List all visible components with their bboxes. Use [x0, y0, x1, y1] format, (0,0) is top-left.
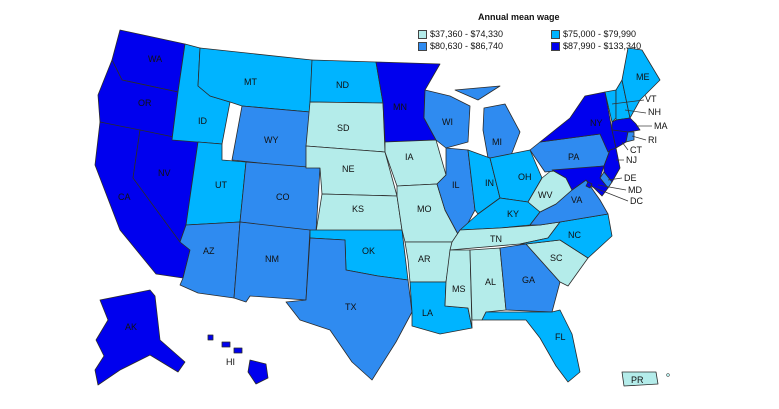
state-label-pa: PA [568, 152, 579, 162]
state-label-ca: CA [118, 192, 131, 202]
state-label-hi: HI [226, 357, 235, 367]
state-label-ri: RI [648, 135, 657, 145]
state-label-pr: PR [631, 375, 644, 385]
state-wi[interactable] [423, 89, 471, 149]
state-label-ga: GA [522, 275, 535, 285]
state-label-fl: FL [555, 332, 566, 342]
state-label-me: ME [636, 72, 650, 82]
state-label-az: AZ [203, 246, 215, 256]
state-label-ks: KS [352, 204, 364, 214]
legend-swatch-2 [551, 29, 560, 39]
legend-label-4: $87,990 - $133,340 [563, 41, 642, 51]
state-hi[interactable] [207, 334, 269, 385]
state-label-wa: WA [148, 54, 162, 64]
state-label-ar: AR [418, 254, 431, 264]
state-label-ne: NE [342, 164, 355, 174]
state-label-ak: AK [125, 322, 137, 332]
state-md[interactable] [551, 165, 609, 197]
legend-title: Annual mean wage [478, 12, 560, 22]
state-label-nj: NJ [626, 155, 637, 165]
state-fl[interactable] [481, 309, 581, 383]
state-az[interactable] [179, 221, 241, 299]
state-label-oh: OH [518, 172, 532, 182]
state-label-ut: UT [215, 180, 227, 190]
legend-label-1: $37,360 - $74,330 [430, 29, 504, 39]
state-label-wy: WY [264, 135, 279, 145]
state-label-tx: TX [345, 302, 357, 312]
state-label-wv: WV [538, 190, 553, 200]
state-label-sd: SD [337, 123, 350, 133]
state-label-va: VA [571, 195, 582, 205]
state-label-wi: WI [442, 117, 453, 127]
state-ak[interactable] [94, 289, 186, 386]
legend-label-2: $75,000 - $79,990 [563, 29, 637, 39]
state-label-il: IL [452, 180, 460, 190]
state-label-tn: TN [490, 234, 502, 244]
state-pr[interactable] [621, 371, 659, 387]
legend-label-3: $80,630 - $86,740 [430, 41, 504, 51]
legend-item-2: $75,000 - $79,990 [551, 29, 636, 39]
state-label-mn: MN [393, 102, 407, 112]
state-label-nv: NV [158, 168, 171, 178]
state-label-ms: MS [452, 284, 466, 294]
state-ma[interactable] [611, 117, 641, 133]
state-label-dc: DC [630, 196, 643, 206]
state-label-mi: MI [492, 137, 502, 147]
state-label-vt: VT [645, 94, 657, 104]
state-ga[interactable] [499, 243, 561, 313]
state-label-nc: NC [568, 230, 581, 240]
legend-swatch-3 [418, 41, 427, 51]
pr-islet [666, 373, 670, 377]
state-label-ky: KY [507, 209, 519, 219]
legend-item-3: $80,630 - $86,740 [418, 41, 503, 51]
state-label-ma: MA [654, 121, 668, 131]
state-label-in: IN [485, 178, 494, 188]
leader-lines [589, 99, 652, 202]
state-label-nd: ND [336, 80, 349, 90]
state-label-md: MD [628, 185, 642, 195]
state-label-id: ID [198, 116, 208, 126]
state-label-nh: NH [648, 107, 661, 117]
state-label-ia: IA [405, 152, 414, 162]
state-label-nm: NM [265, 254, 279, 264]
state-nc[interactable] [519, 213, 613, 259]
legend-swatch-1 [418, 29, 427, 39]
state-label-ny: NY [590, 118, 603, 128]
state-label-sc: SC [550, 253, 563, 263]
state-label-al: AL [485, 277, 496, 287]
state-label-ct: CT [630, 145, 642, 155]
state-ia[interactable] [384, 139, 447, 187]
state-tx[interactable] [285, 237, 413, 381]
state-label-ok: OK [362, 246, 375, 256]
state-ri[interactable] [625, 131, 635, 143]
legend-item-4: $87,990 - $133,340 [551, 41, 641, 51]
state-labels: WA OR CA NV ID MT WY UT CO AZ NM ND SD N… [118, 54, 668, 385]
legend-swatch-4 [551, 41, 560, 51]
state-label-la: LA [422, 308, 433, 318]
legend-item-1: $37,360 - $74,330 [418, 29, 503, 39]
state-label-mo: MO [417, 204, 432, 214]
state-label-co: CO [276, 192, 290, 202]
state-label-or: OR [138, 98, 152, 108]
state-label-de: DE [624, 173, 637, 183]
state-label-mt: MT [244, 77, 257, 87]
